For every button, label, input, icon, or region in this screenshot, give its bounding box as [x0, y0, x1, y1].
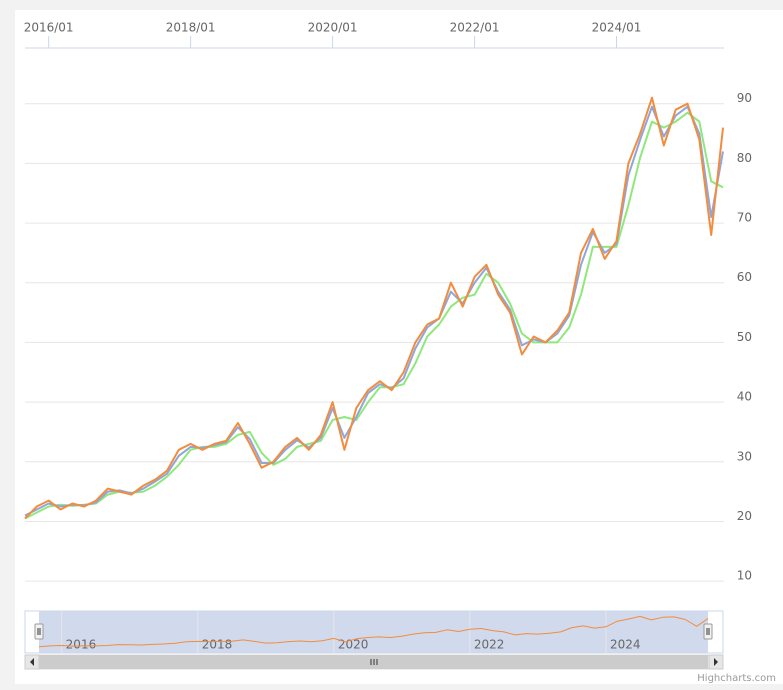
y-tick-label: 40 — [737, 390, 752, 404]
y-tick-label: 70 — [737, 211, 752, 225]
navigator-tick-label: 2024 — [610, 638, 641, 652]
navigator-tick-label: 2020 — [338, 638, 369, 652]
scrollbar-left-arrow — [30, 658, 34, 666]
x-tick-label: 2024/01 — [592, 21, 642, 35]
series-line — [24, 111, 724, 520]
y-tick-label: 60 — [737, 270, 752, 284]
series-line — [24, 96, 724, 520]
series-line — [24, 105, 724, 517]
y-tick-label: 50 — [737, 330, 752, 344]
x-tick-label: 2020/01 — [308, 21, 358, 35]
navigator-line — [38, 615, 709, 648]
y-tick-label: 90 — [737, 91, 752, 105]
navigator-tick-label: 2022 — [474, 638, 505, 652]
navigator-tick-label: 2018 — [202, 638, 233, 652]
y-tick-label: 10 — [737, 569, 752, 583]
y-tick-label: 30 — [737, 449, 752, 463]
x-tick-label: 2018/01 — [166, 21, 216, 35]
navigator-outline — [24, 610, 724, 654]
navigator-handle[interactable] — [703, 623, 713, 640]
chart-background — [15, 10, 783, 684]
navigator-tick-label: 2016 — [66, 638, 97, 652]
x-tick-label: 2016/01 — [24, 21, 74, 35]
scrollbar-right-arrow — [714, 658, 718, 666]
x-tick-label: 2022/01 — [450, 21, 500, 35]
credits[interactable]: Highcharts.com — [697, 673, 776, 684]
navigator-mask — [39, 611, 708, 653]
navigator-handle[interactable] — [34, 623, 44, 640]
y-tick-label: 20 — [737, 509, 752, 523]
y-tick-label: 80 — [737, 151, 752, 165]
